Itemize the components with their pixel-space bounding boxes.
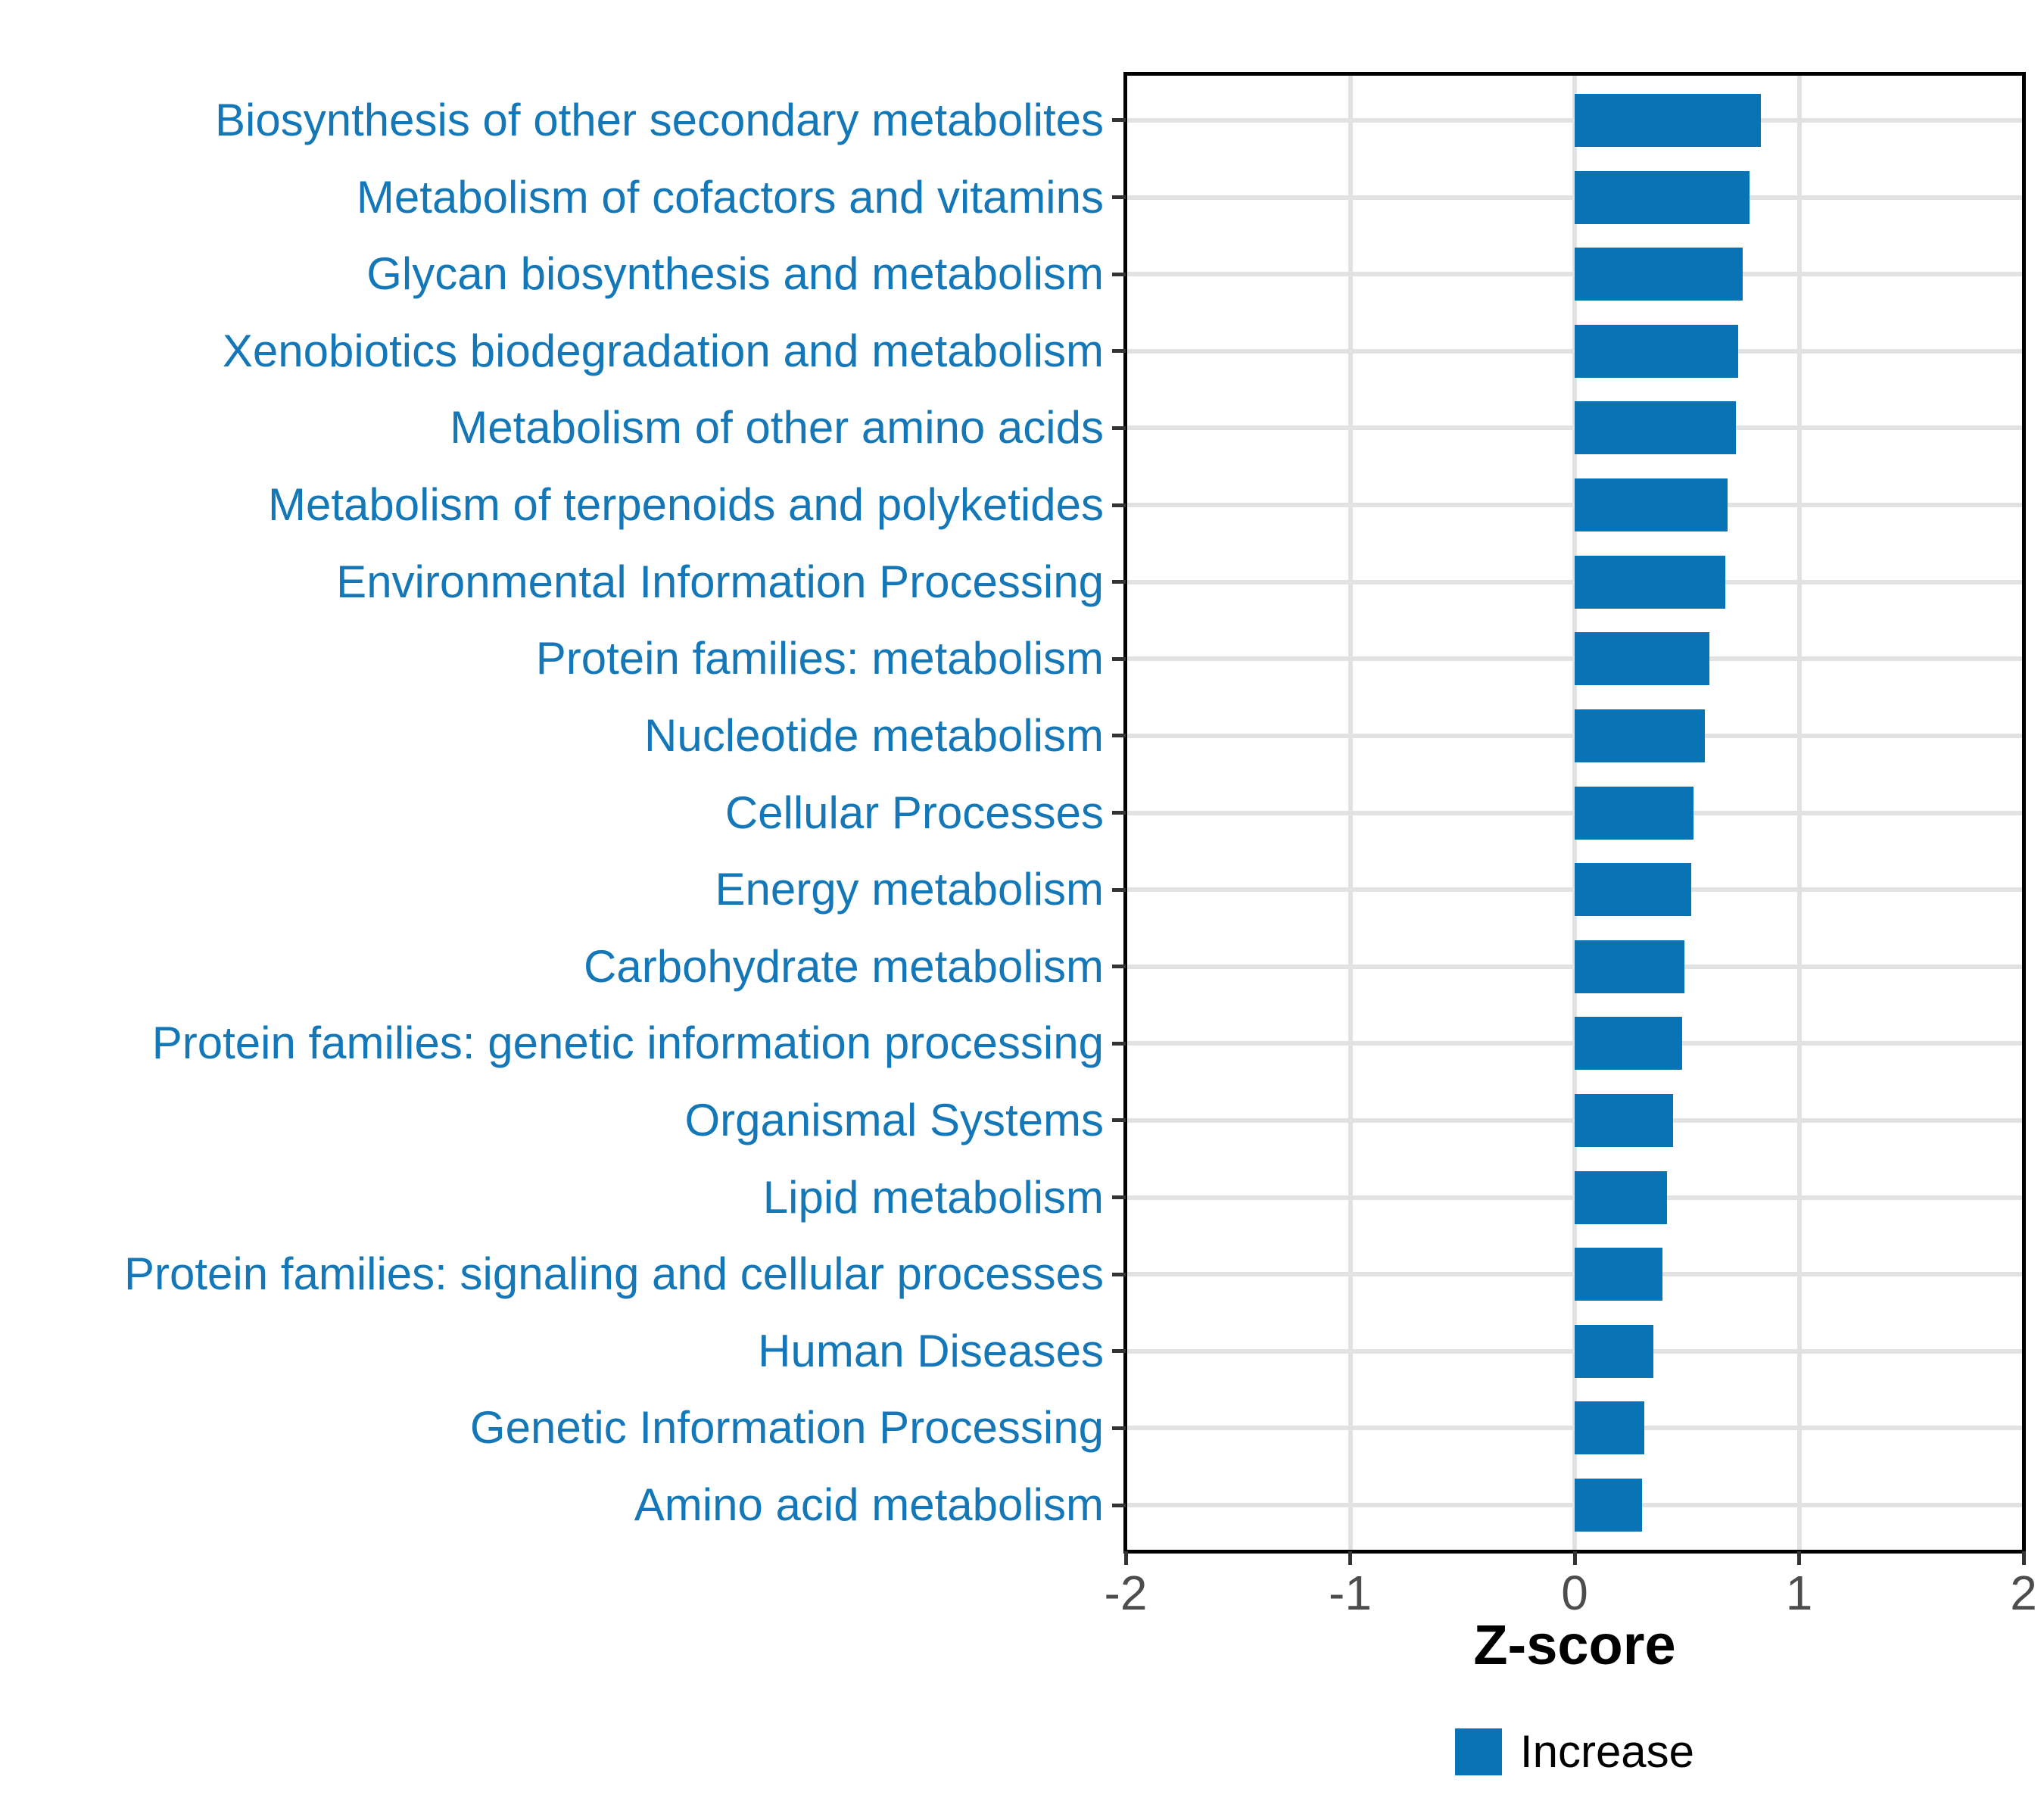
category-label: Protein families: metabolism bbox=[535, 633, 1104, 684]
bar bbox=[1575, 248, 1743, 301]
bar bbox=[1575, 632, 1709, 686]
bar bbox=[1575, 1170, 1667, 1224]
category-label: Metabolism of terpenoids and polyketides bbox=[268, 479, 1104, 531]
legend-increase-label: Increase bbox=[1519, 1726, 1695, 1777]
category-label: Energy metabolism bbox=[715, 864, 1104, 915]
x-axis-tick bbox=[1123, 1551, 1128, 1565]
bar bbox=[1575, 93, 1762, 147]
y-axis-tick bbox=[1112, 965, 1126, 969]
bar bbox=[1575, 940, 1685, 993]
x-axis-tick-label: -2 bbox=[1104, 1566, 1148, 1620]
bar bbox=[1575, 709, 1705, 762]
y-axis-tick bbox=[1112, 1195, 1126, 1200]
x-axis-tick-label: 0 bbox=[1561, 1566, 1588, 1620]
bar bbox=[1575, 1248, 1662, 1301]
y-axis-tick bbox=[1112, 1426, 1126, 1430]
x-axis-tick-label: 1 bbox=[1785, 1566, 1813, 1620]
y-axis-tick bbox=[1112, 1349, 1126, 1354]
bar bbox=[1575, 401, 1737, 455]
y-axis-tick bbox=[1112, 1041, 1126, 1046]
category-label: Human Diseases bbox=[758, 1325, 1104, 1376]
bar bbox=[1575, 863, 1692, 917]
category-label: Lipid metabolism bbox=[762, 1171, 1104, 1223]
category-label: Metabolism of cofactors and vitamins bbox=[356, 171, 1104, 223]
bar bbox=[1575, 1324, 1653, 1378]
category-label: Metabolism of other amino acids bbox=[450, 402, 1104, 453]
x-axis-tick-label: -1 bbox=[1329, 1566, 1372, 1620]
category-label: Organismal Systems bbox=[684, 1094, 1104, 1145]
category-label: Nucleotide metabolism bbox=[644, 709, 1104, 761]
y-axis-tick bbox=[1112, 580, 1126, 584]
bar bbox=[1575, 1017, 1683, 1071]
y-axis-tick bbox=[1112, 503, 1126, 507]
y-axis-tick bbox=[1112, 195, 1126, 200]
x-axis-tick bbox=[2021, 1551, 2026, 1565]
category-label: Biosynthesis of other secondary metaboli… bbox=[215, 94, 1104, 145]
y-axis-tick bbox=[1112, 349, 1126, 354]
x-axis-tick-label: 2 bbox=[2010, 1566, 2037, 1620]
bar bbox=[1575, 786, 1694, 840]
y-axis-tick bbox=[1112, 734, 1126, 738]
legend: Increase bbox=[1126, 1728, 2024, 1775]
bar bbox=[1575, 324, 1739, 378]
y-axis-tick bbox=[1112, 425, 1126, 430]
plot-panel bbox=[1126, 74, 2024, 1551]
y-axis-tick bbox=[1112, 118, 1126, 123]
y-axis-tick bbox=[1112, 1118, 1126, 1123]
category-label: Amino acid metabolism bbox=[634, 1479, 1104, 1531]
bar bbox=[1575, 1093, 1674, 1147]
x-axis-tick bbox=[1572, 1551, 1577, 1565]
category-label: Protein families: genetic information pr… bbox=[151, 1018, 1104, 1069]
legend-increase-swatch bbox=[1454, 1728, 1502, 1775]
y-axis-tick bbox=[1112, 1503, 1126, 1507]
category-label: Carbohydrate metabolism bbox=[584, 940, 1104, 992]
category-label: Genetic Information Processing bbox=[469, 1402, 1104, 1454]
category-label: Protein families: signaling and cellular… bbox=[124, 1248, 1104, 1300]
x-axis-title: Z-score bbox=[1473, 1613, 1676, 1676]
bar bbox=[1575, 1401, 1644, 1455]
category-label: Xenobiotics biodegradation and metabolis… bbox=[222, 325, 1104, 376]
y-axis-tick bbox=[1112, 811, 1126, 815]
bar bbox=[1575, 1479, 1642, 1532]
category-label: Environmental Information Processing bbox=[336, 556, 1104, 607]
y-axis-tick bbox=[1112, 887, 1126, 892]
y-axis-tick bbox=[1112, 656, 1126, 661]
x-axis-tick bbox=[1797, 1551, 1801, 1565]
y-axis-tick bbox=[1112, 272, 1126, 276]
bar bbox=[1575, 170, 1750, 224]
category-label: Glycan biosynthesis and metabolism bbox=[366, 248, 1104, 300]
category-label: Cellular Processes bbox=[724, 787, 1104, 838]
x-axis-tick bbox=[1348, 1551, 1352, 1565]
bar bbox=[1575, 478, 1728, 532]
bar bbox=[1575, 555, 1725, 609]
y-axis-tick bbox=[1112, 1272, 1126, 1276]
